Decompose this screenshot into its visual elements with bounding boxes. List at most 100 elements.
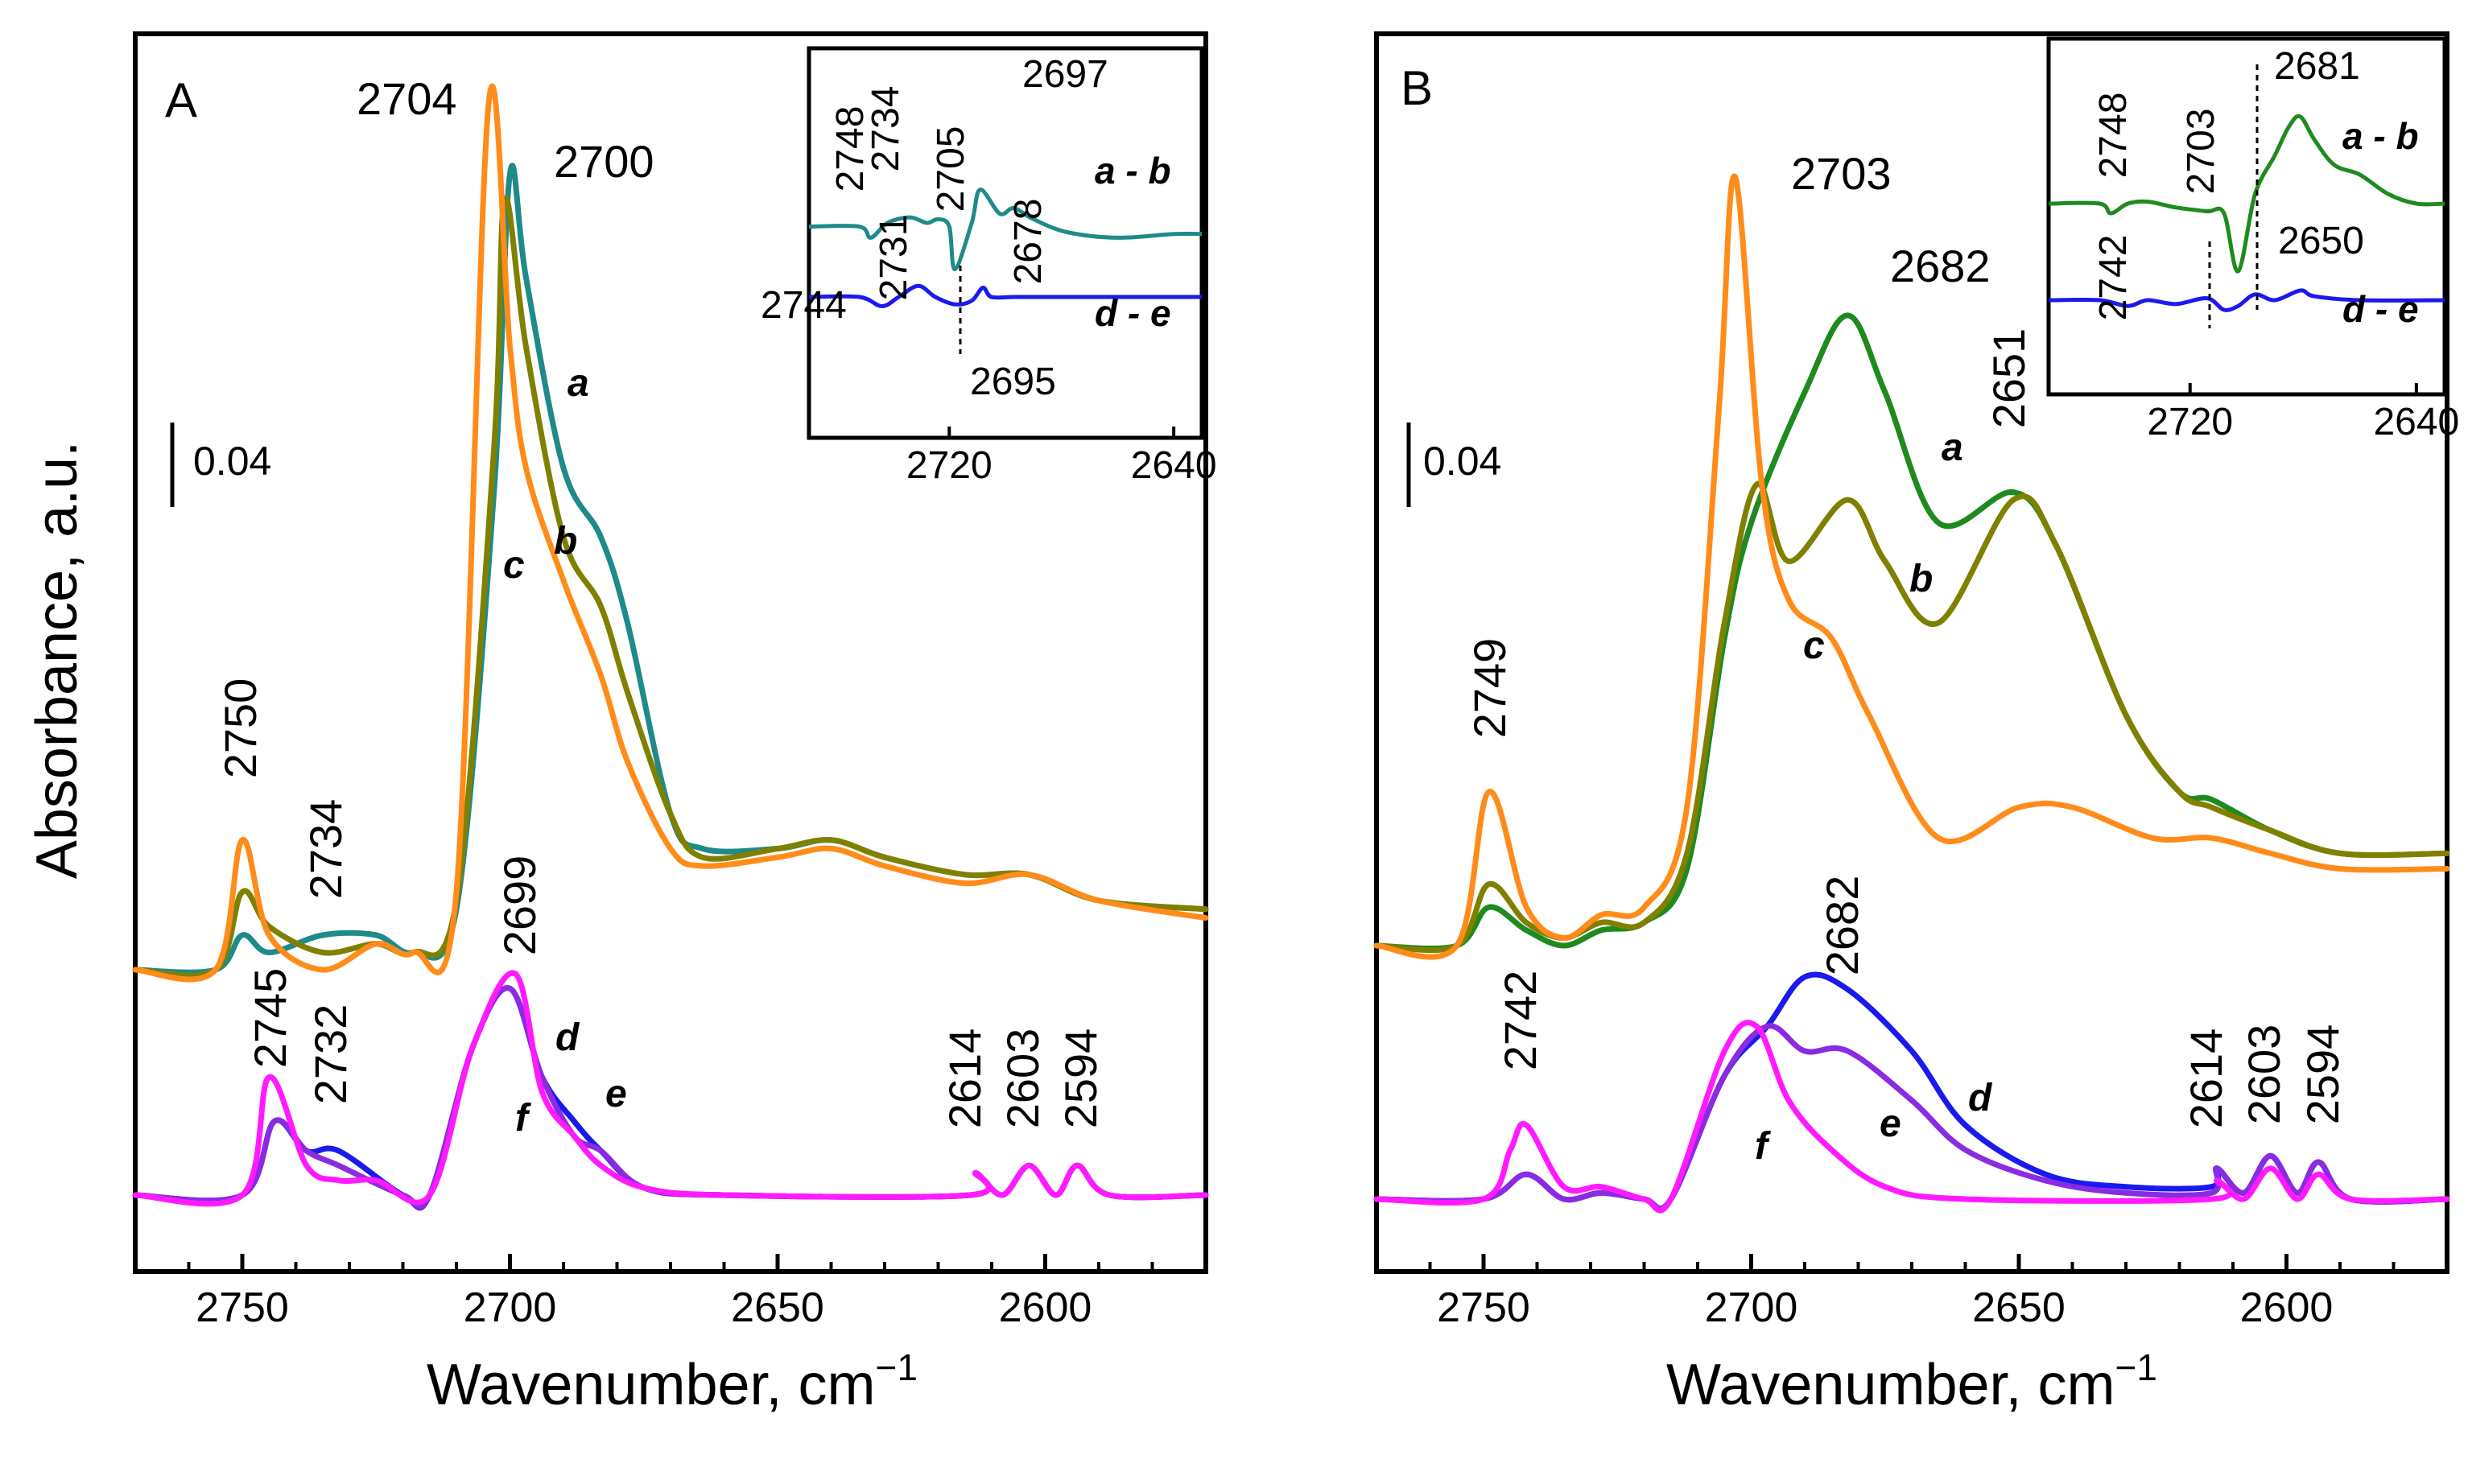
peak-label: 2703 (1791, 148, 1892, 199)
panel-b: B 0.04 2750 2700 2650 2600 2703 2682 2651 2… (1373, 31, 2459, 1417)
peak-label: 2614 (2181, 1028, 2231, 1129)
panel-b-letter: B (1401, 61, 1433, 115)
curve-label: e (605, 1073, 627, 1115)
peak-label: 2614 (939, 1028, 990, 1129)
peak-label: 2603 (2239, 1024, 2289, 1125)
inset-trace-label: d - e (1095, 292, 1171, 334)
inset-series-line (808, 188, 1203, 272)
series-b-line (1373, 480, 2450, 954)
panel-b-inset: 2720 2640 a - b d - e 2748 2703 2681 2742… (2046, 36, 2459, 443)
panel-a-inset-frame (807, 46, 1204, 440)
series-a-line (1373, 312, 2450, 952)
x-tick-label: 2750 (196, 1284, 289, 1331)
x-axis-label-exponent: −1 (876, 1346, 918, 1388)
panel-b-lower-series (1373, 971, 2450, 1214)
peak-label: 2682 (1890, 241, 1991, 291)
x-tick-label: 2700 (1705, 1284, 1798, 1331)
inset-x-tick-label: 2640 (2373, 401, 2459, 443)
inset-x-tick-label: 2640 (1131, 444, 1217, 487)
curve-label: a (1942, 427, 1963, 469)
panel-a-scale-bar-label: 0.04 (193, 439, 271, 484)
curve-label: c (503, 544, 525, 587)
peak-label: 2699 (494, 855, 545, 956)
panel-b-x-ticks: 2750 2700 2650 2600 (1375, 1254, 2449, 1331)
curve-label: f (515, 1097, 531, 1140)
panel-a-inset-ticks: 2720 2640 (906, 427, 1217, 487)
peak-label: 2594 (1055, 1028, 1106, 1129)
panel-b-inset-ticks: 2720 2640 (2147, 383, 2459, 443)
inset-peak-label: 2748 (2092, 93, 2135, 179)
panel-b-upper-series (1373, 173, 2450, 960)
panel-a-inset-series (808, 188, 1203, 308)
curve-label: c (1803, 625, 1825, 667)
inset-trace-label: a - b (1095, 150, 1171, 192)
curve-label: b (554, 520, 577, 563)
panel-a: A 0.04 2750 2700 2650 2600 2704 2700 2750 2… (132, 31, 1217, 1417)
inset-peak-label: 2748 (829, 106, 872, 192)
panel-b-inset-series (2048, 113, 2445, 312)
panel-a-upper-series (132, 83, 1209, 983)
inset-peak-label: 2703 (2180, 109, 2222, 195)
inset-peak-label: 2650 (2278, 220, 2364, 262)
panel-a-lower-series (132, 970, 1209, 1211)
curve-label: d (1968, 1077, 1993, 1119)
inset-peak-label: 2742 (2092, 235, 2135, 321)
series-e-line (1373, 1023, 2450, 1212)
inset-peak-label: 2678 (1007, 199, 1050, 285)
inset-trace-label: a - b (2342, 115, 2419, 157)
peak-label: 2734 (300, 799, 351, 900)
series-c-line (132, 83, 1209, 983)
inset-x-tick-label: 2720 (906, 444, 993, 487)
inset-series-line (808, 283, 1202, 308)
curve-label: f (1755, 1125, 1771, 1168)
x-tick-label: 2600 (2240, 1284, 2334, 1331)
curve-label: a (567, 362, 589, 405)
inset-x-tick-label: 2720 (2147, 401, 2233, 443)
peak-label: 2745 (245, 968, 295, 1069)
x-tick-label: 2650 (731, 1284, 824, 1331)
panel-b-x-axis-label: Wavenumber, cm−1 (1666, 1346, 2157, 1417)
x-tick-label: 2650 (1972, 1284, 2066, 1331)
series-f-line (1373, 1020, 2450, 1214)
panel-a-x-ticks: 2750 2700 2650 2600 (134, 1254, 1207, 1331)
x-axis-label-text: Wavenumber, cm (427, 1353, 876, 1417)
peak-label: 2704 (357, 73, 457, 124)
y-axis-label: Absorbance, a.u. (25, 441, 89, 879)
peak-label: 2750 (215, 678, 266, 779)
x-tick-label: 2700 (464, 1284, 557, 1331)
peak-label: 2594 (2297, 1024, 2348, 1125)
inset-peak-label: 2744 (761, 284, 847, 327)
inset-peak-label: 2731 (873, 215, 915, 301)
peak-label: 2742 (1495, 971, 1546, 1071)
peak-label: 2651 (1983, 328, 2034, 429)
panel-a-letter: A (165, 73, 197, 127)
series-b-line (132, 195, 1209, 979)
x-tick-label: 2750 (1437, 1284, 1530, 1331)
curve-label: b (1909, 558, 1933, 600)
peak-label: 2700 (554, 136, 654, 187)
inset-trace-label: d - e (2342, 288, 2419, 330)
inset-peak-label: 2695 (970, 361, 1056, 403)
curve-label: e (1880, 1103, 1901, 1145)
peak-label: 2749 (1464, 638, 1515, 739)
x-axis-label-text: Wavenumber, cm (1666, 1353, 2115, 1417)
x-tick-label: 2600 (999, 1284, 1092, 1331)
inset-peak-label: 2681 (2274, 45, 2360, 88)
panel-b-inset-frame (2046, 36, 2447, 397)
panel-a-x-axis-label: Wavenumber, cm−1 (427, 1346, 918, 1417)
inset-peak-label: 2705 (930, 126, 972, 212)
series-f-line (132, 970, 1209, 1207)
peak-label: 2732 (305, 1004, 356, 1105)
inset-peak-label: 2697 (1022, 53, 1108, 96)
peak-label: 2682 (1817, 876, 1868, 976)
inset-peak-label: 2734 (865, 86, 907, 172)
peak-label: 2603 (997, 1028, 1048, 1129)
panel-a-inset: 2720 2640 a - b d - e 2748 2734 2705 2697… (761, 46, 1217, 487)
series-c-line (1373, 173, 2450, 960)
x-axis-label-exponent: −1 (2115, 1346, 2157, 1388)
inset-series-line (2048, 113, 2445, 274)
curve-label: d (555, 1016, 580, 1059)
panel-b-scale-bar-label: 0.04 (1423, 439, 1501, 484)
inset-series-line (2048, 288, 2445, 312)
